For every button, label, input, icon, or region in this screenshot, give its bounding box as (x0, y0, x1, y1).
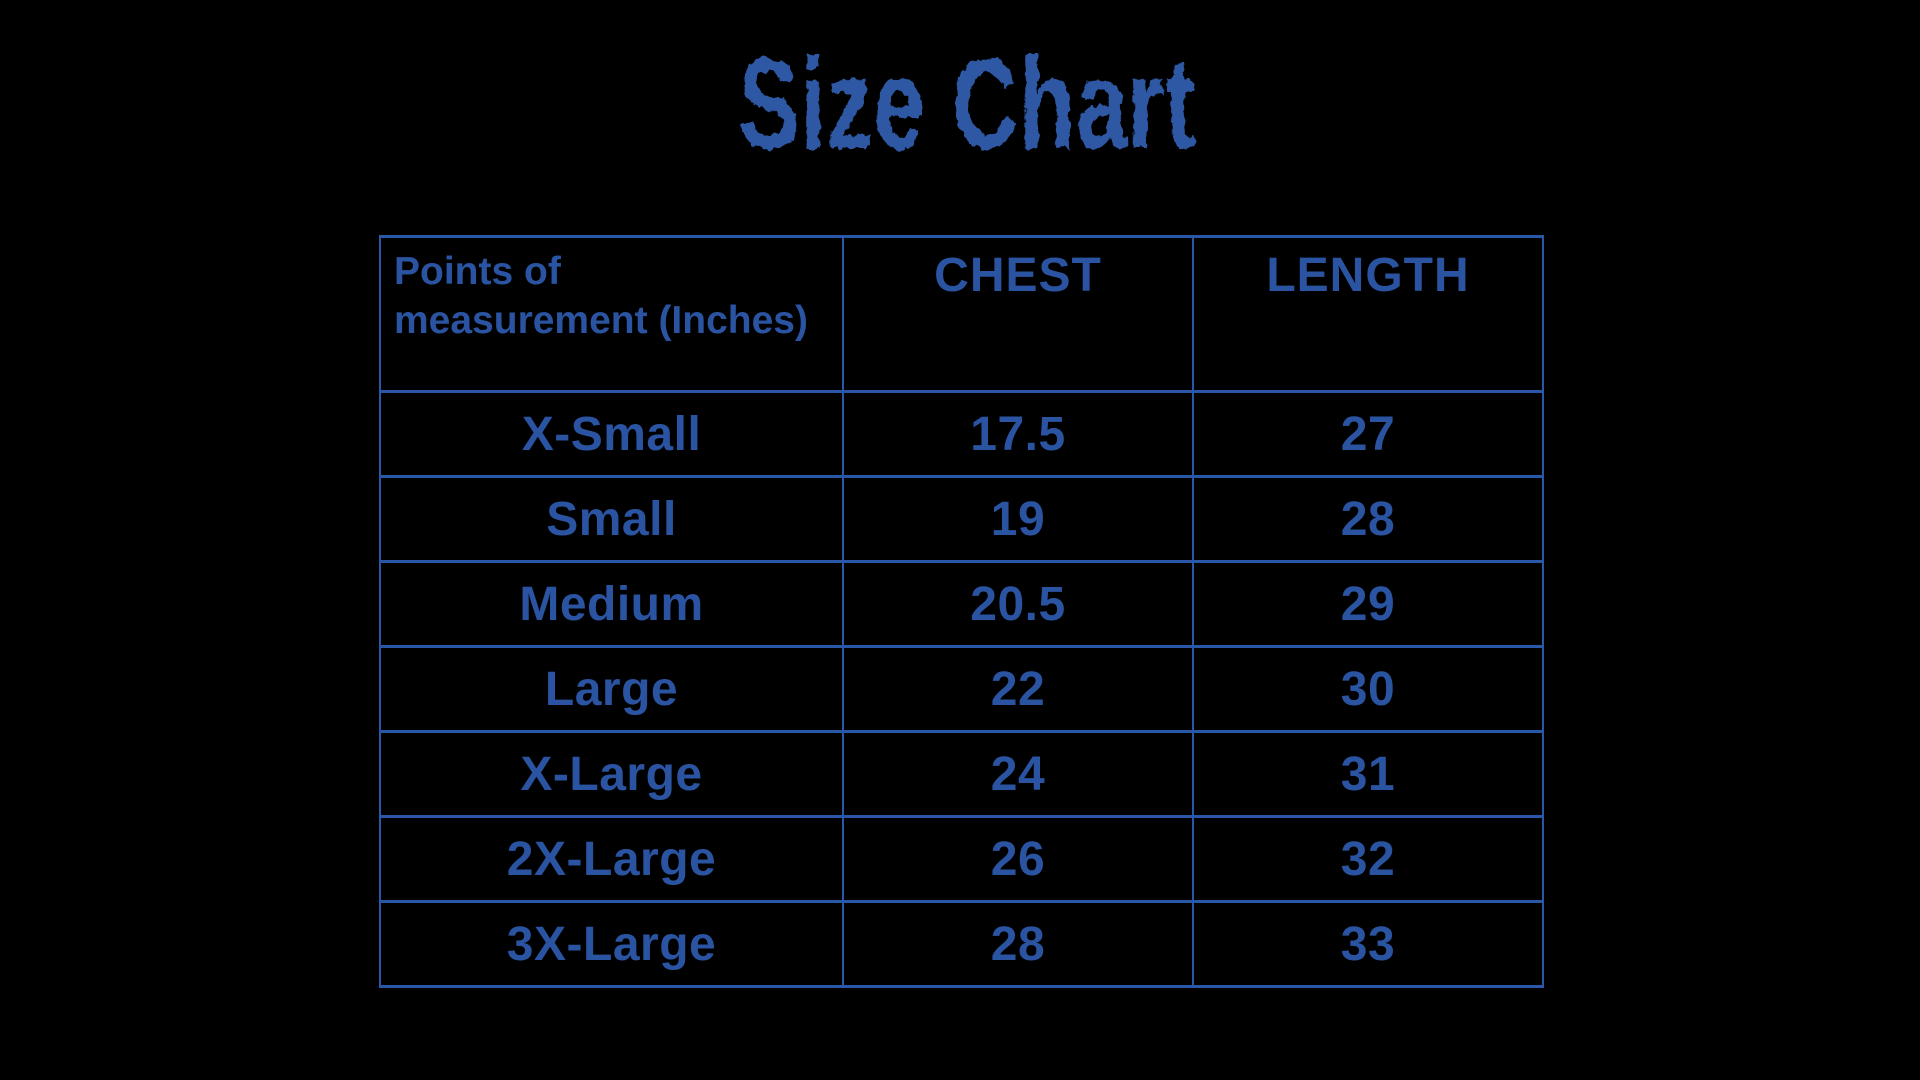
table-row: 2X-Large 26 32 (379, 815, 1544, 903)
chest-value-cell: 24 (842, 730, 1194, 818)
header-length: LENGTH (1192, 235, 1544, 393)
header-measurement-line2: measurement (Inches) (394, 299, 808, 342)
size-cell: Medium (379, 560, 844, 648)
length-value-cell: 32 (1192, 815, 1544, 903)
length-value-cell: 31 (1192, 730, 1544, 818)
chest-value-cell: 26 (842, 815, 1194, 903)
chest-value-cell: 28 (842, 900, 1194, 988)
chest-value-cell: 20.5 (842, 560, 1194, 648)
header-measurement-line1: Points of (394, 250, 561, 293)
chest-value-cell: 17.5 (842, 390, 1194, 478)
header-points-of-measurement: Points of measurement (Inches) (379, 235, 844, 393)
size-cell: Small (379, 475, 844, 563)
length-value-cell: 28 (1192, 475, 1544, 563)
chest-value-cell: 22 (842, 645, 1194, 733)
size-cell: X-Large (379, 730, 844, 818)
size-chart-table: Points of measurement (Inches) CHEST LEN… (379, 235, 1544, 988)
table-row: X-Large 24 31 (379, 730, 1544, 818)
page-title-text: Size Chart (738, 33, 1196, 176)
table-row: Large 22 30 (379, 645, 1544, 733)
header-chest: CHEST (842, 235, 1194, 393)
table-row: X-Small 17.5 27 (379, 390, 1544, 478)
chest-value-cell: 19 (842, 475, 1194, 563)
size-cell: Large (379, 645, 844, 733)
length-value-cell: 27 (1192, 390, 1544, 478)
table-header-row: Points of measurement (Inches) CHEST LEN… (379, 235, 1544, 393)
length-value-cell: 30 (1192, 645, 1544, 733)
page-title: Size Chart (7, 41, 1920, 169)
table-row: 3X-Large 28 33 (379, 900, 1544, 988)
size-cell: 3X-Large (379, 900, 844, 988)
table-row: Medium 20.5 29 (379, 560, 1544, 648)
table-row: Small 19 28 (379, 475, 1544, 563)
length-value-cell: 29 (1192, 560, 1544, 648)
size-cell: X-Small (379, 390, 844, 478)
length-value-cell: 33 (1192, 900, 1544, 988)
size-cell: 2X-Large (379, 815, 844, 903)
